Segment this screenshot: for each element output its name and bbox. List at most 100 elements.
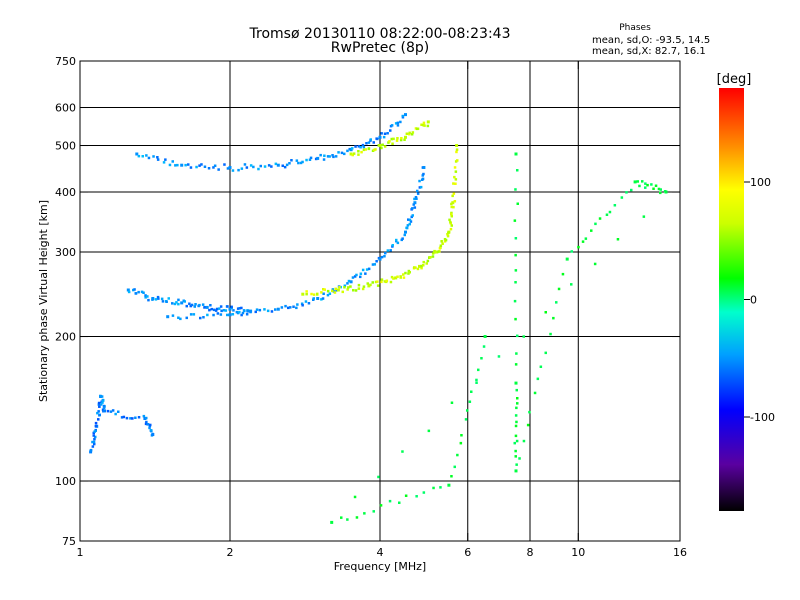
trace-echo	[241, 311, 245, 315]
trace-echo	[654, 184, 658, 187]
trace-echo	[408, 131, 411, 135]
trace-echo	[364, 148, 367, 151]
trace-echo	[259, 164, 262, 168]
trace-echo	[408, 271, 411, 274]
trace-echo	[513, 299, 517, 303]
trace-echo	[385, 279, 389, 282]
data-point	[180, 163, 184, 167]
data-point	[378, 135, 382, 139]
trace-echo	[371, 281, 374, 284]
trace-echo	[165, 300, 168, 303]
trace-echo	[402, 273, 405, 276]
trace-echo	[214, 309, 218, 312]
trace-echo	[450, 214, 453, 218]
trace-echo	[422, 260, 425, 264]
trace-echo	[620, 196, 624, 199]
trace-echo	[453, 166, 457, 169]
data-point	[514, 469, 518, 473]
trace-echo	[343, 284, 347, 287]
trace-echo	[189, 166, 193, 169]
data-point	[151, 297, 155, 300]
trace-echo	[515, 439, 519, 443]
trace-echo	[396, 124, 400, 127]
trace-echo	[295, 159, 299, 162]
trace-echo	[375, 260, 378, 263]
trace-echo	[355, 516, 359, 519]
trace-echo	[326, 293, 330, 297]
trace-echo	[412, 203, 415, 206]
data-point	[349, 148, 353, 152]
trace-echo	[557, 287, 561, 291]
trace-echo	[343, 152, 346, 156]
trace-echo	[421, 174, 424, 177]
trace-echo	[321, 297, 325, 300]
trace-echo	[515, 352, 518, 355]
trace-echo	[351, 147, 354, 150]
trace-echo	[398, 501, 401, 504]
trace-echo	[413, 206, 417, 209]
trace-echo	[450, 205, 453, 209]
trace-echo	[514, 434, 518, 438]
trace-echo	[374, 148, 377, 151]
trace-echo	[394, 122, 398, 125]
trace-echo	[359, 275, 362, 279]
x-tick-label: 10	[571, 546, 585, 559]
trace-echo	[379, 504, 383, 507]
trace-echo	[515, 420, 518, 424]
data-point	[565, 257, 569, 261]
trace-echo	[380, 132, 383, 135]
trace-echo	[454, 182, 457, 185]
data-point	[378, 144, 382, 147]
trace-echo	[263, 165, 267, 168]
data-point	[447, 483, 451, 487]
trace-echo	[337, 151, 340, 154]
data-point	[103, 409, 106, 413]
trace-echo	[144, 422, 148, 426]
trace-echo	[415, 197, 418, 200]
y-tick-label: 75	[62, 535, 76, 548]
trace-echo	[179, 317, 182, 321]
trace-echo	[226, 305, 229, 308]
trace-echo	[199, 316, 202, 320]
trace-echo	[361, 143, 365, 147]
trace-echo	[224, 309, 228, 312]
x-tick-label: 6	[464, 546, 471, 559]
trace-echo	[420, 266, 423, 270]
data-point	[451, 201, 455, 205]
trace-echo	[164, 158, 167, 161]
x-axis-label: Frequency [MHz]	[334, 560, 426, 573]
trace-echo	[577, 245, 580, 249]
trace-echo	[328, 292, 332, 295]
trace-echo	[354, 145, 357, 148]
trace-echo	[423, 124, 426, 127]
trace-echo	[310, 292, 313, 296]
trace-echo	[243, 163, 247, 166]
trace-echo	[137, 416, 141, 419]
trace-echo	[526, 423, 530, 427]
trace-echo	[351, 153, 354, 157]
trace-echo	[328, 155, 331, 158]
trace-echo	[109, 410, 113, 413]
trace-echo	[421, 177, 425, 181]
trace-echo	[220, 309, 223, 313]
trace-echo	[544, 311, 547, 314]
trace-echo	[401, 114, 404, 118]
data-point	[413, 201, 417, 205]
trace-echo	[475, 381, 478, 384]
trace-echo	[399, 276, 402, 279]
trace-echo	[636, 180, 639, 183]
trace-echo	[528, 410, 531, 414]
trace-echo	[401, 450, 404, 453]
trace-echo	[346, 282, 349, 285]
trace-echo	[452, 192, 456, 195]
trace-echo	[101, 401, 104, 404]
trace-echo	[454, 170, 458, 173]
trace-echo	[147, 156, 151, 160]
trace-echo	[357, 287, 361, 290]
trace-echo	[283, 165, 287, 169]
trace-echo	[122, 415, 126, 419]
data-point	[514, 152, 518, 156]
trace-echo	[422, 121, 426, 125]
trace-echo	[395, 139, 399, 142]
x-tick-label: 2	[227, 546, 234, 559]
